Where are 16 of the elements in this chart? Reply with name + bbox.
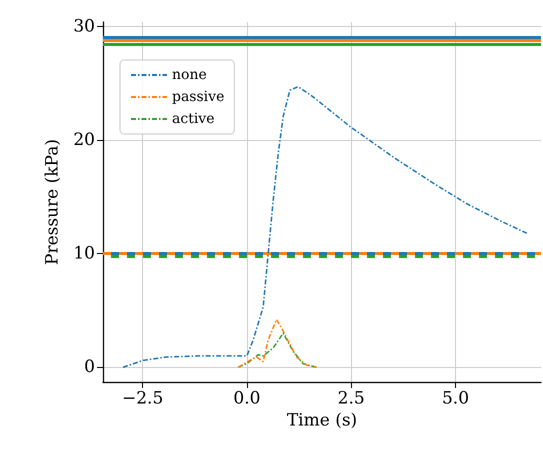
x-tick-label: −2.5 — [122, 388, 164, 408]
y-tick-label: 10 — [73, 244, 95, 264]
y-axis-title: Pressure (kPa) — [42, 139, 62, 265]
legend-label: none — [172, 67, 207, 83]
x-axis-title: Time (s) — [286, 410, 358, 430]
legend-label: passive — [172, 89, 224, 105]
line-series — [237, 332, 318, 368]
x-tick-label: 0.0 — [233, 388, 260, 408]
y-tick-label: 0 — [84, 357, 95, 378]
line-series — [237, 318, 318, 368]
y-tick-label: 30 — [73, 16, 95, 37]
x-tick-label: 2.5 — [338, 388, 365, 408]
y-tick-label: 20 — [73, 130, 95, 150]
legend-label: active — [172, 111, 214, 127]
line-series — [122, 86, 528, 368]
x-tick-label: 5.0 — [442, 388, 470, 408]
